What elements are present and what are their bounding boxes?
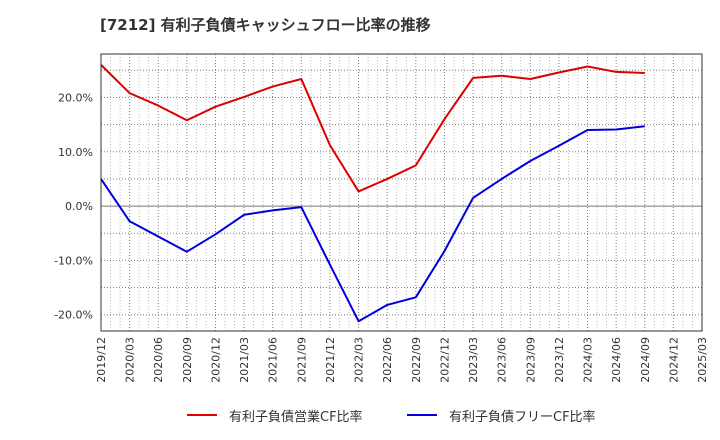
x-tick-label: 2022/09 [410, 337, 423, 383]
x-tick-label: 2021/09 [295, 337, 308, 383]
x-tick-label: 2024/03 [582, 337, 595, 383]
x-axis-ticks: 2019/12 2020/03 2020/06 2020/09 2020/12 2021/… [95, 337, 709, 383]
plot-area [101, 54, 702, 331]
x-tick-label: 2024/09 [639, 337, 652, 383]
legend-swatch-free-cf [407, 414, 437, 416]
x-tick-label: 2020/06 [152, 337, 165, 383]
gridlines [100, 54, 703, 331]
plot-frame [100, 53, 703, 332]
x-tick-label: 2021/06 [267, 337, 280, 383]
y-tick-label: 10.0% [58, 146, 93, 159]
x-tick-label: 2025/03 [696, 337, 709, 383]
x-tick-label: 2019/12 [95, 337, 108, 383]
legend-label-free-cf: 有利子負債フリーCF比率 [449, 409, 596, 425]
legend-item-operating-cf: 有利子負債営業CF比率 [187, 402, 363, 428]
x-tick-label: 2024/06 [610, 337, 623, 383]
x-tick-label: 2021/12 [324, 337, 337, 383]
legend: 有利子負債営業CF比率 有利子負債フリーCF比率 [0, 402, 720, 428]
x-tick-label: 2023/09 [524, 337, 537, 383]
y-tick-label: -10.0% [54, 254, 93, 267]
x-tick-label: 2024/12 [667, 337, 680, 383]
legend-item-free-cf: 有利子負債フリーCF比率 [407, 402, 596, 428]
x-tick-label: 2022/12 [438, 337, 451, 383]
x-tick-label: 2022/03 [353, 337, 366, 383]
x-tick-label: 2020/09 [181, 337, 194, 383]
y-axis-ticks: 20.0% 10.0% 0.0% -10.0% -20.0% [54, 91, 93, 321]
series-lines [100, 64, 645, 323]
x-tick-label: 2023/12 [553, 337, 566, 383]
legend-label-operating-cf: 有利子負債営業CF比率 [229, 409, 363, 425]
series-line-1 [100, 125, 645, 323]
x-tick-label: 2023/03 [467, 337, 480, 383]
x-tick-label: 2022/06 [381, 337, 394, 383]
chart-title: [7212] 有利子負債キャッシュフロー比率の推移 [100, 16, 431, 34]
y-tick-label: 20.0% [58, 91, 93, 104]
legend-swatch-operating-cf [187, 414, 217, 416]
x-tick-label: 2020/12 [209, 337, 222, 383]
x-tick-label: 2020/03 [124, 337, 137, 383]
y-tick-label: 0.0% [65, 200, 93, 213]
x-tick-label: 2023/06 [496, 337, 509, 383]
x-tick-label: 2021/03 [238, 337, 251, 383]
series-line-0 [100, 64, 645, 193]
y-tick-label: -20.0% [54, 309, 93, 322]
